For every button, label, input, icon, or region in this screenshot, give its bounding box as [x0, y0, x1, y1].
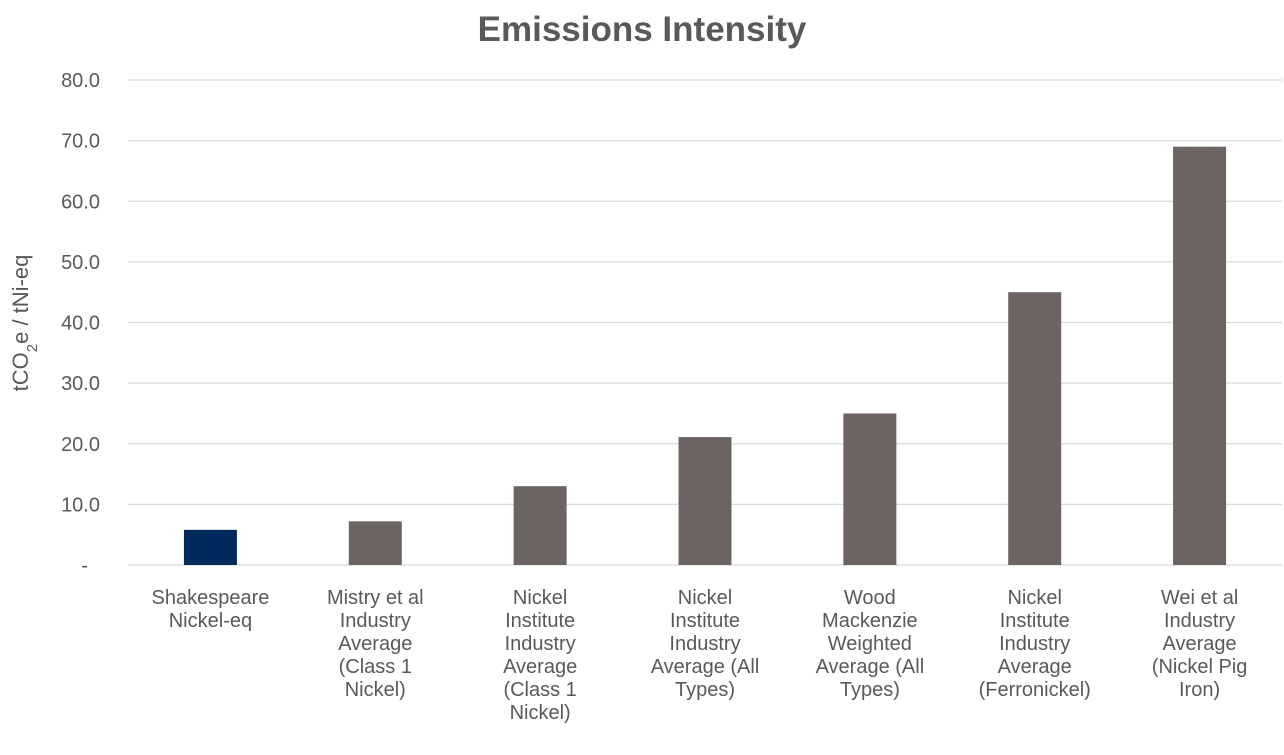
y-tick-label: 10.0: [61, 494, 100, 516]
y-tick-label: 20.0: [61, 434, 100, 456]
x-category-label: Shakespeare Nickel-eq: [151, 587, 269, 632]
y-tick-label: 50.0: [61, 252, 100, 274]
y-tick-label: 80.0: [61, 70, 100, 92]
x-category-label: Nickel Institute Industry Average (Ferronick…: [979, 587, 1091, 701]
x-axis-categories: Shakespeare Nickel-eq Mistry et al Industry…: [151, 587, 1247, 724]
bar: [348, 521, 402, 565]
bar: [678, 437, 732, 565]
y-tick-label: 30.0: [61, 373, 100, 395]
bar: [843, 413, 897, 565]
bar: [183, 529, 237, 565]
bars: [183, 146, 1227, 565]
y-tick-label: -: [81, 555, 88, 577]
bar: [1008, 292, 1062, 565]
y-axis-ticks: - 10.0 20.0 30.0 40.0 50.0 60.0 70.0 80.0: [61, 70, 100, 577]
x-category-label: Wood Mackenzie Weighted Average (All Types): [816, 587, 925, 701]
chart-title: Emissions Intensity: [478, 10, 807, 49]
y-tick-label: 60.0: [61, 191, 100, 213]
x-category-label: Nickel Institute Industry Average (All Types…: [651, 587, 760, 701]
x-category-label: Wei et al Industry Average (Nickel Pig Iron): [1152, 587, 1248, 701]
bar: [1173, 146, 1227, 565]
x-category-label: Mistry et al Industry Average (Class 1 Nicke…: [327, 587, 424, 701]
gridlines: [128, 79, 1282, 566]
y-tick-label: 40.0: [61, 313, 100, 335]
y-axis-label: tCO2e / tNi-eq: [8, 255, 41, 392]
bar: [513, 486, 567, 565]
x-category-label: Nickel Institute Industry Average (Class 1 Ni…: [503, 587, 577, 724]
y-tick-label: 70.0: [61, 131, 100, 153]
